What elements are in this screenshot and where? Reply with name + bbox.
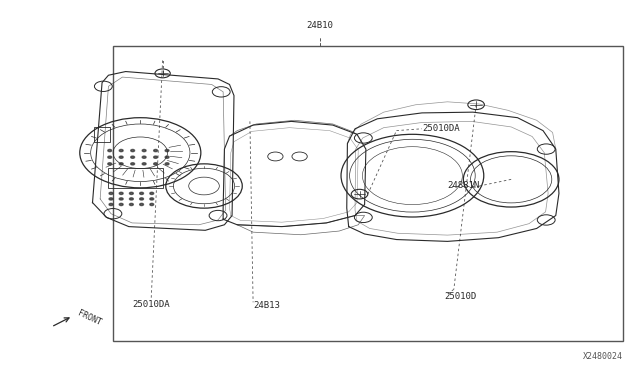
- Circle shape: [150, 203, 154, 206]
- Circle shape: [129, 198, 133, 200]
- Text: 25010D: 25010D: [444, 292, 477, 301]
- Circle shape: [154, 150, 157, 152]
- Text: 24B13: 24B13: [253, 301, 280, 311]
- Circle shape: [119, 156, 123, 158]
- Circle shape: [140, 192, 143, 195]
- Bar: [108, 167, 163, 188]
- Circle shape: [150, 192, 154, 195]
- Circle shape: [142, 150, 146, 152]
- Circle shape: [142, 163, 146, 165]
- Circle shape: [119, 150, 123, 152]
- Circle shape: [108, 150, 111, 152]
- Circle shape: [150, 198, 154, 200]
- Text: 24881N: 24881N: [447, 182, 480, 190]
- Circle shape: [119, 198, 123, 200]
- Bar: [94, 127, 109, 142]
- Circle shape: [154, 156, 157, 158]
- Circle shape: [165, 150, 169, 152]
- Text: 25010DA: 25010DA: [422, 124, 460, 133]
- Circle shape: [119, 163, 123, 165]
- Text: 25010DA: 25010DA: [132, 300, 170, 309]
- Text: FRONT: FRONT: [77, 309, 103, 327]
- Circle shape: [108, 163, 111, 165]
- Circle shape: [131, 156, 134, 158]
- Circle shape: [109, 192, 113, 195]
- Circle shape: [131, 150, 134, 152]
- Circle shape: [109, 198, 113, 200]
- Text: 24B10: 24B10: [307, 21, 333, 30]
- Circle shape: [119, 203, 123, 206]
- Text: X2480024: X2480024: [582, 352, 623, 361]
- Circle shape: [129, 203, 133, 206]
- Circle shape: [140, 198, 143, 200]
- Bar: [113, 46, 623, 341]
- Circle shape: [140, 203, 143, 206]
- Circle shape: [165, 163, 169, 165]
- Circle shape: [131, 163, 134, 165]
- Circle shape: [109, 203, 113, 206]
- Circle shape: [108, 156, 111, 158]
- Circle shape: [129, 192, 133, 195]
- Circle shape: [119, 192, 123, 195]
- Circle shape: [165, 156, 169, 158]
- Circle shape: [154, 163, 157, 165]
- Circle shape: [142, 156, 146, 158]
